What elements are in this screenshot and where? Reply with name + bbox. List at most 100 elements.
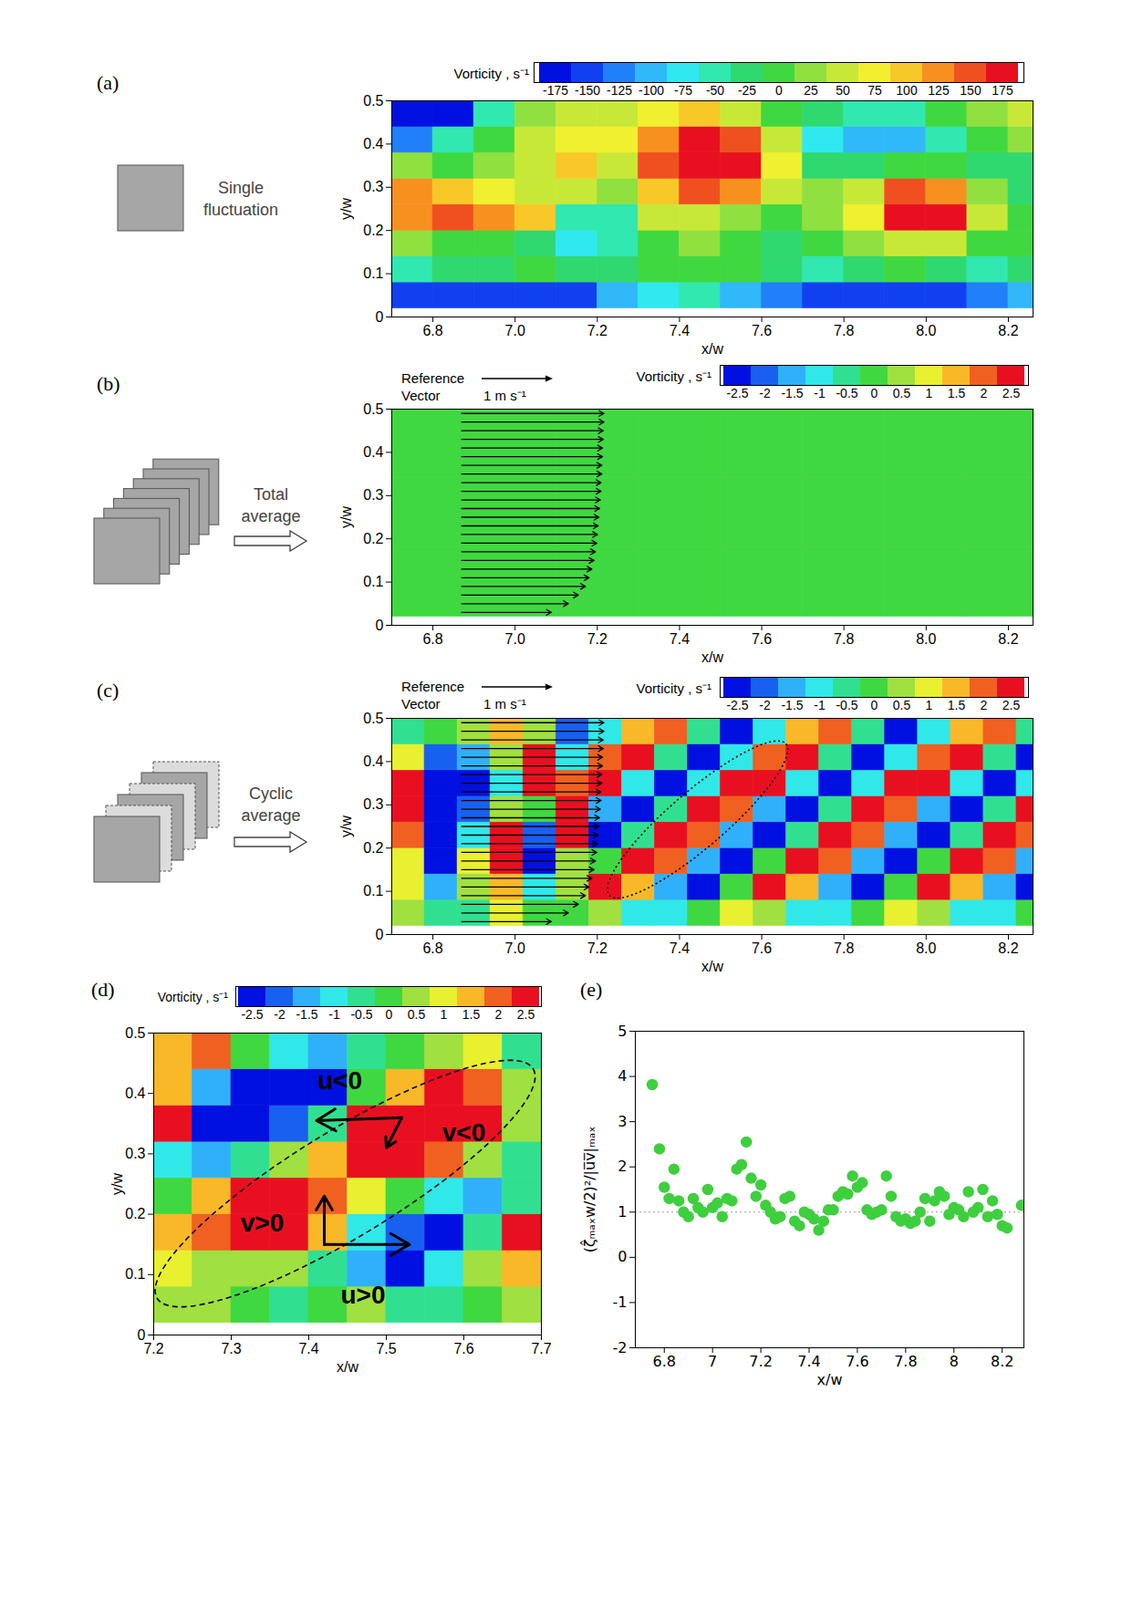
svg-text:7.2: 7.2: [587, 322, 608, 339]
svg-text:0.4: 0.4: [363, 444, 384, 460]
svg-text:7.4: 7.4: [797, 1352, 821, 1371]
svg-text:2: 2: [495, 1007, 503, 1022]
svg-text:0.5: 0.5: [363, 93, 384, 109]
svg-text:x/w: x/w: [701, 958, 724, 975]
svg-text:7.4: 7.4: [669, 631, 690, 647]
svg-text:-1: -1: [813, 697, 826, 713]
svg-text:x/w: x/w: [701, 649, 724, 665]
svg-text:6.8: 6.8: [422, 631, 443, 647]
svg-text:fluctuation: fluctuation: [203, 200, 279, 219]
svg-text:0.2: 0.2: [363, 222, 384, 239]
svg-text:-25: -25: [737, 83, 757, 98]
svg-text:6.8: 6.8: [422, 940, 443, 956]
svg-text:7.8: 7.8: [833, 940, 854, 956]
svg-text:2.5: 2.5: [1002, 697, 1021, 713]
svg-text:-125: -125: [606, 83, 633, 98]
svg-text:x/w: x/w: [336, 1359, 359, 1375]
svg-text:0.5: 0.5: [124, 1025, 146, 1041]
svg-text:0.3: 0.3: [363, 796, 384, 812]
svg-text:50: 50: [835, 83, 851, 98]
svg-text:0: 0: [871, 385, 879, 401]
svg-text:0: 0: [617, 1247, 627, 1266]
svg-text:average: average: [240, 507, 301, 526]
svg-text:100: 100: [895, 83, 918, 98]
svg-text:-175: -175: [542, 83, 569, 98]
svg-text:-2: -2: [758, 697, 771, 713]
svg-text:1 m s⁻¹: 1 m s⁻¹: [483, 695, 527, 712]
svg-text:-1.5: -1.5: [780, 697, 803, 713]
svg-text:1.5: 1.5: [947, 697, 966, 713]
svg-text:1 m s⁻¹: 1 m s⁻¹: [483, 387, 527, 404]
svg-text:0.5: 0.5: [363, 710, 384, 727]
svg-text:1: 1: [617, 1203, 627, 1221]
svg-text:0.1: 0.1: [363, 265, 384, 281]
svg-text:Vector: Vector: [401, 695, 441, 712]
svg-text:Cyclic: Cyclic: [249, 784, 293, 803]
svg-text:0.5: 0.5: [407, 1007, 426, 1022]
svg-text:-1: -1: [612, 1293, 628, 1311]
svg-text:75: 75: [867, 83, 883, 98]
svg-text:8.0: 8.0: [915, 631, 936, 647]
svg-text:0.1: 0.1: [124, 1266, 146, 1282]
svg-text:-2: -2: [758, 385, 771, 401]
svg-text:-2.5: -2.5: [726, 385, 748, 401]
svg-text:2.5: 2.5: [517, 1007, 536, 1022]
svg-text:0.1: 0.1: [363, 882, 384, 899]
svg-text:0.5: 0.5: [363, 401, 384, 417]
svg-text:0.1: 0.1: [363, 573, 384, 590]
svg-text:0.4: 0.4: [363, 753, 384, 769]
svg-text:7.0: 7.0: [505, 631, 526, 647]
svg-text:0.2: 0.2: [363, 840, 384, 856]
svg-text:5: 5: [617, 1022, 627, 1040]
svg-text:Reference: Reference: [401, 678, 465, 695]
svg-text:7.2: 7.2: [587, 940, 608, 956]
svg-text:u<0: u<0: [317, 1066, 363, 1095]
svg-text:8: 8: [949, 1352, 959, 1371]
svg-text:7.2: 7.2: [143, 1340, 164, 1357]
svg-text:Vector: Vector: [401, 387, 441, 404]
svg-text:2: 2: [617, 1157, 627, 1175]
svg-text:8.2: 8.2: [997, 631, 1018, 647]
svg-text:1: 1: [925, 385, 934, 401]
svg-text:3: 3: [617, 1112, 627, 1131]
svg-text:6.8: 6.8: [422, 322, 443, 339]
svg-text:2: 2: [980, 385, 988, 401]
svg-text:8.2: 8.2: [997, 940, 1018, 956]
svg-text:8.2: 8.2: [990, 1352, 1014, 1371]
svg-text:7.0: 7.0: [505, 940, 526, 956]
svg-text:0: 0: [375, 309, 385, 325]
svg-text:7.6: 7.6: [845, 1352, 869, 1371]
svg-text:7.6: 7.6: [751, 631, 772, 647]
svg-text:-1: -1: [813, 385, 826, 401]
svg-text:0.3: 0.3: [363, 178, 384, 195]
svg-text:150: 150: [959, 83, 982, 98]
svg-text:x/w: x/w: [701, 341, 724, 357]
svg-text:8.0: 8.0: [915, 322, 936, 339]
svg-text:7.2: 7.2: [748, 1352, 772, 1371]
svg-text:7.4: 7.4: [669, 940, 690, 956]
svg-text:-50: -50: [706, 83, 725, 98]
svg-text:8.0: 8.0: [915, 940, 936, 956]
svg-text:2: 2: [980, 697, 988, 713]
svg-text:7.8: 7.8: [833, 322, 854, 339]
svg-text:25: 25: [803, 83, 819, 98]
svg-text:-150: -150: [574, 83, 601, 98]
svg-text:0: 0: [375, 926, 385, 943]
svg-text:0.3: 0.3: [124, 1145, 146, 1162]
svg-text:0.4: 0.4: [363, 135, 384, 152]
svg-text:Single: Single: [218, 178, 264, 198]
svg-text:175: 175: [991, 83, 1014, 98]
svg-text:0.4: 0.4: [124, 1085, 146, 1101]
svg-text:y/w: y/w: [109, 1173, 125, 1195]
svg-text:(ζ̂ₘₐₓw/2)²/|u̅v̅|ₘₐₓ: (ζ̂ₘₐₓw/2)²/|u̅v̅|ₘₐₓ: [580, 1126, 599, 1254]
svg-text:0.5: 0.5: [893, 697, 912, 713]
svg-text:7.6: 7.6: [751, 940, 772, 956]
svg-text:x/w: x/w: [817, 1370, 843, 1389]
svg-text:7.3: 7.3: [220, 1340, 241, 1357]
svg-text:2.5: 2.5: [1002, 385, 1021, 401]
svg-text:y/w: y/w: [338, 815, 354, 838]
svg-text:-2: -2: [612, 1339, 628, 1357]
svg-text:7.6: 7.6: [751, 322, 772, 339]
svg-text:7.7: 7.7: [530, 1340, 551, 1357]
svg-text:0.5: 0.5: [893, 385, 912, 401]
